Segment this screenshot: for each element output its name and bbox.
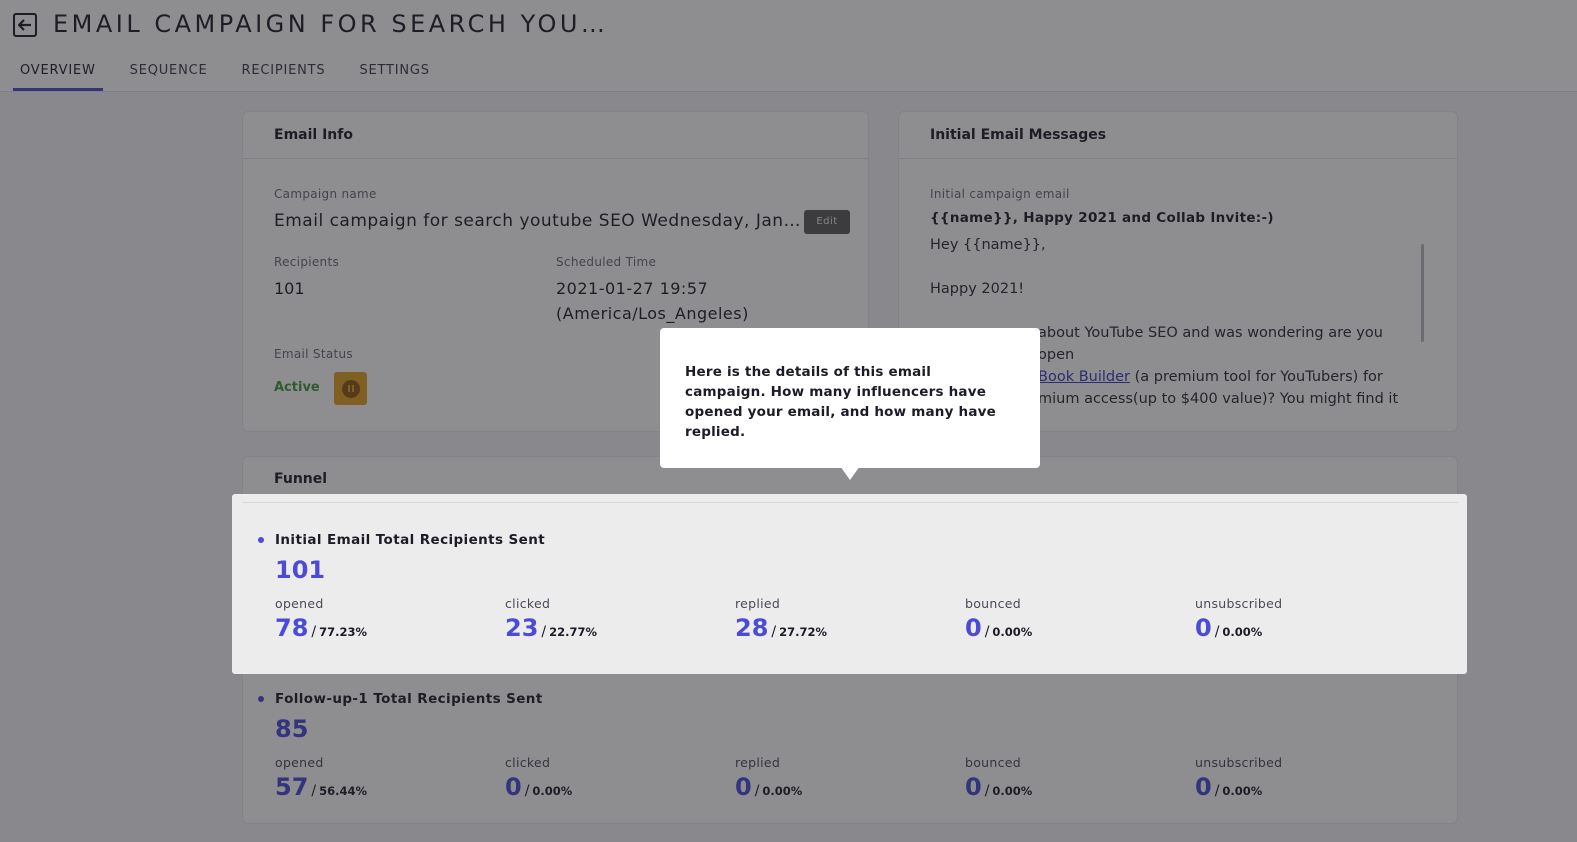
scheduled-time: 2021-01-27 19:57 bbox=[556, 279, 709, 298]
divider bbox=[242, 502, 1458, 503]
stat-label: unsubscribed bbox=[1195, 755, 1283, 770]
page-header: EMAIL CAMPAIGN FOR SEARCH YOU… OVERVIEW … bbox=[0, 0, 1577, 92]
campaign-name-label: Campaign name bbox=[274, 187, 377, 201]
page-title: EMAIL CAMPAIGN FOR SEARCH YOU… bbox=[53, 10, 609, 38]
stat-label: opened bbox=[275, 755, 324, 770]
stat-label: clicked bbox=[505, 755, 551, 770]
stat-label: replied bbox=[735, 596, 781, 611]
back-arrow-icon[interactable] bbox=[13, 13, 37, 37]
tab-overview[interactable]: OVERVIEW bbox=[13, 55, 103, 91]
tab-settings[interactable]: SETTINGS bbox=[359, 63, 430, 78]
stat-value: 0/0.00% bbox=[1195, 614, 1263, 642]
stat-value: 0/0.00% bbox=[735, 773, 803, 801]
stat-value: 0/0.00% bbox=[965, 773, 1033, 801]
recipients-count: 101 bbox=[274, 279, 305, 298]
email-greeting: Hey {{name}}, bbox=[930, 237, 1046, 253]
email-link[interactable]: Book Builder bbox=[1038, 369, 1130, 385]
tour-highlight: Initial Email Total Recipients Sent 101 … bbox=[232, 494, 1467, 674]
stat-label: clicked bbox=[505, 596, 551, 611]
status-badge: Active bbox=[274, 380, 320, 395]
bullet-icon bbox=[258, 537, 264, 543]
email-subject: {{name}}, Happy 2021 and Collab Invite:-… bbox=[930, 210, 1274, 226]
pause-button[interactable] bbox=[334, 372, 367, 405]
campaign-name: Email campaign for search youtube SEO We… bbox=[274, 211, 802, 231]
email-scrollbar[interactable] bbox=[1421, 244, 1424, 342]
stat-value: 57/56.44% bbox=[275, 773, 368, 801]
funnel-heading: Funnel bbox=[274, 471, 328, 487]
stat-value: 78/77.23% bbox=[275, 614, 368, 642]
scheduled-time-label: Scheduled Time bbox=[556, 255, 657, 269]
stat-value: 0/0.00% bbox=[1195, 773, 1263, 801]
recipients-label: Recipients bbox=[274, 255, 340, 269]
stat-value: 23/22.77% bbox=[505, 614, 598, 642]
funnel-row-total: 85 bbox=[275, 715, 309, 743]
stat-label: replied bbox=[735, 755, 781, 770]
stat-value: 28/27.72% bbox=[735, 614, 828, 642]
edit-button[interactable]: Edit bbox=[804, 210, 850, 234]
tooltip-arrow bbox=[840, 466, 860, 480]
tab-sequence[interactable]: SEQUENCE bbox=[129, 63, 208, 78]
stat-value: 0/0.00% bbox=[505, 773, 573, 801]
scheduled-timezone: (America/Los_Angeles) bbox=[556, 304, 749, 323]
tab-recipients[interactable]: RECIPIENTS bbox=[241, 63, 326, 78]
funnel-row-title: Follow-up-1 Total Recipients Sent bbox=[275, 691, 543, 707]
stat-label: bounced bbox=[965, 755, 1022, 770]
tour-tooltip[interactable]: Here is the details of this email campai… bbox=[660, 328, 1040, 468]
bullet-icon bbox=[258, 696, 264, 702]
funnel-row-total: 101 bbox=[275, 556, 326, 584]
initial-email-label: Initial campaign email bbox=[930, 187, 1070, 201]
tab-bar: OVERVIEW SEQUENCE RECIPIENTS SETTINGS bbox=[13, 55, 457, 91]
funnel-row-title: Initial Email Total Recipients Sent bbox=[275, 532, 546, 548]
email-line: Happy 2021! bbox=[930, 281, 1025, 297]
tooltip-text: Here is the details of this email campai… bbox=[685, 364, 996, 440]
stat-label: opened bbox=[275, 596, 324, 611]
email-status-label: Email Status bbox=[274, 347, 353, 361]
stat-label: unsubscribed bbox=[1195, 596, 1283, 611]
stat-value: 0/0.00% bbox=[965, 614, 1033, 642]
initial-messages-heading: Initial Email Messages bbox=[899, 112, 1457, 159]
email-info-heading: Email Info bbox=[243, 112, 868, 159]
pause-icon bbox=[341, 379, 360, 398]
stat-label: bounced bbox=[965, 596, 1022, 611]
